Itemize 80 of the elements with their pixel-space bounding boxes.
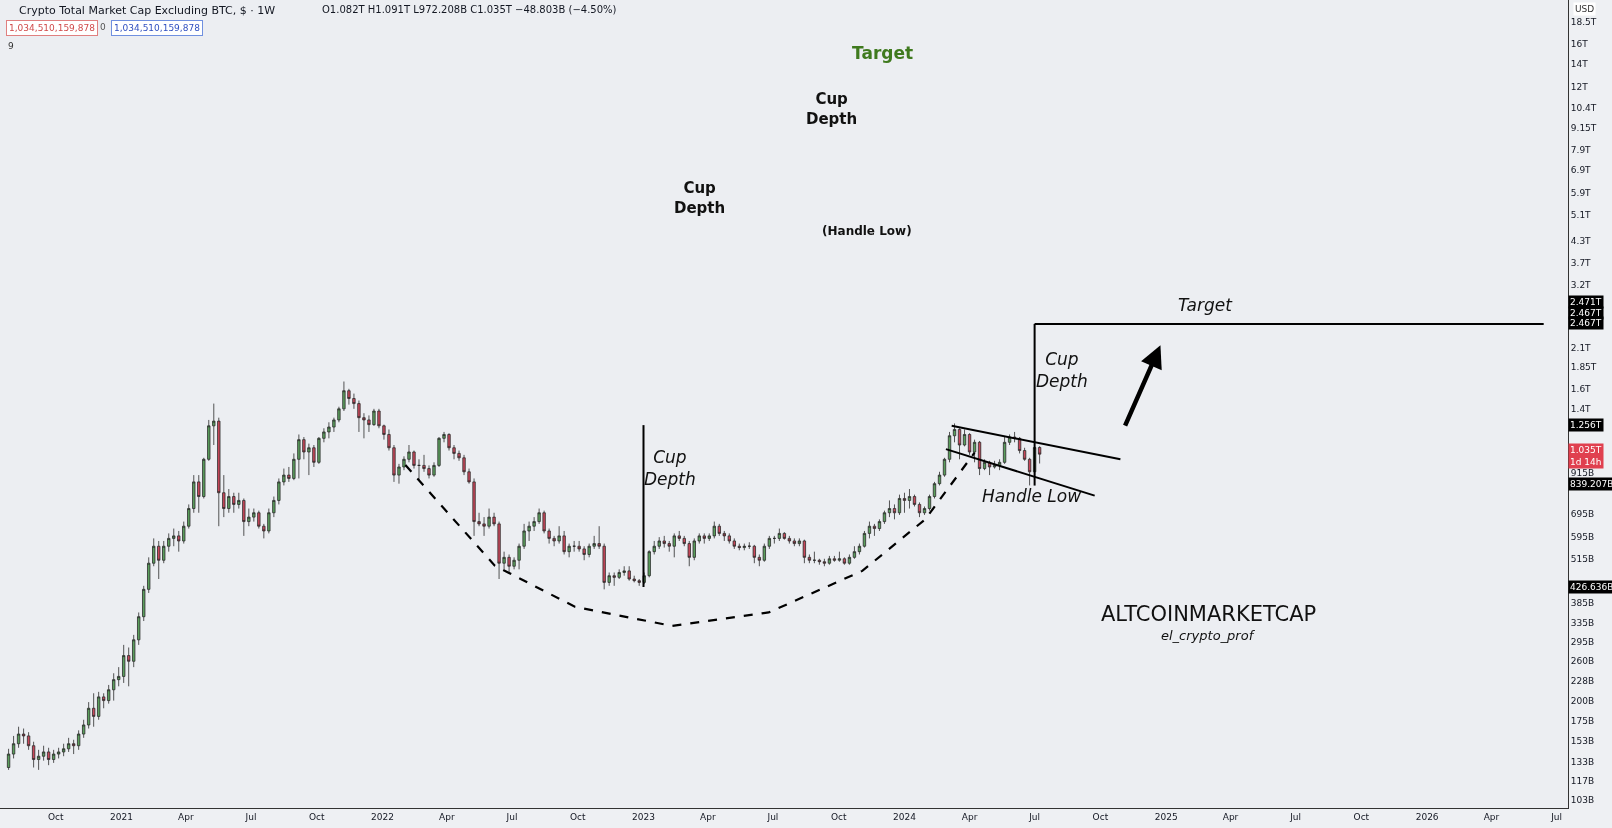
y-tick-label: 3.7T xyxy=(1570,258,1592,269)
x-tick-label: Oct xyxy=(830,811,847,822)
y-tick-label: 9.15T xyxy=(1570,122,1597,133)
y-tick-label: 335B xyxy=(1570,618,1595,629)
y-tick-label: 200B xyxy=(1570,695,1595,706)
x-tick-label: Jul xyxy=(1550,811,1562,822)
annotation: Handle Low xyxy=(982,486,1082,506)
annotation: Target xyxy=(852,43,914,63)
chart-title: Crypto Total Market Cap Excluding BTC, $ · 1W xyxy=(19,4,276,17)
text: 2.467T xyxy=(1570,308,1602,318)
y-tick-label: 5.1T xyxy=(1570,210,1592,221)
text: USD xyxy=(1575,4,1595,14)
y-tick-label: 915B xyxy=(1570,467,1595,478)
y-tick-label: 7.9T xyxy=(1570,144,1592,155)
x-tick-label: Oct xyxy=(308,811,325,822)
annotation: Cup Depth xyxy=(644,447,696,490)
x-tick-label: 2022 xyxy=(371,811,394,822)
y-tick-label: 175B xyxy=(1570,715,1595,726)
y-tick-label: 515B xyxy=(1570,553,1595,564)
x-tick-label: Apr xyxy=(439,811,455,822)
y-tick-label: 6.9T xyxy=(1570,164,1592,175)
text: 2.467T xyxy=(1570,318,1602,328)
annotation: 1,034,510,159,878 xyxy=(114,23,201,33)
text: 426.636B xyxy=(1570,582,1612,592)
y-tick-label: 10.4T xyxy=(1570,103,1597,114)
y-tick-label: 228B xyxy=(1570,676,1595,687)
y-tick-label: 1.85T xyxy=(1570,362,1597,373)
annotation: Target xyxy=(1178,295,1234,315)
x-tick-label: Jul xyxy=(505,811,518,822)
annotation: ALTCOINMARKETCAP xyxy=(1101,602,1317,626)
annotation: Cup Depth xyxy=(1036,349,1088,392)
x-tick-label: 2026 xyxy=(1415,811,1439,822)
x-tick-label: Apr xyxy=(700,811,716,822)
y-tick-label: 14T xyxy=(1570,58,1589,69)
x-tick-label: Apr xyxy=(961,811,978,822)
x-tick-label: Oct xyxy=(1353,811,1370,822)
y-tick-label: 153B xyxy=(1570,735,1595,746)
y-tick-label: 4.3T xyxy=(1570,235,1592,246)
y-tick-label: 16T xyxy=(1570,38,1589,49)
y-tick-label: 103B xyxy=(1570,795,1595,806)
x-tick-label: Apr xyxy=(1483,811,1500,822)
x-tick-label: 2024 xyxy=(893,811,917,822)
text: 2.471T xyxy=(1570,297,1602,307)
y-tick-label: 2.1T xyxy=(1570,343,1592,354)
annotation: 0 xyxy=(100,22,106,32)
x-tick-label: Apr xyxy=(1222,811,1239,822)
x-tick-label: Oct xyxy=(1092,811,1109,822)
y-tick-label: 295B xyxy=(1570,637,1595,648)
text: 1.035T 1d 14h xyxy=(1570,445,1602,467)
y-tick-label: 695B xyxy=(1570,508,1595,519)
annotation: 1,034,510,159,878 xyxy=(9,23,96,33)
text: 839.207B xyxy=(1570,479,1612,489)
x-tick-label: 2023 xyxy=(632,811,655,822)
y-tick-label: 18.5T xyxy=(1570,16,1597,27)
x-tick-label: 2021 xyxy=(110,811,133,822)
x-tick-label: Oct xyxy=(569,811,586,822)
annotation: el_crypto_prof xyxy=(1161,628,1256,643)
x-tick-label: Oct xyxy=(47,811,65,822)
x-tick-label: Apr xyxy=(178,811,194,822)
y-tick-label: 385B xyxy=(1570,597,1595,608)
text: 1.256T xyxy=(1570,420,1602,430)
y-tick-label: 12T xyxy=(1570,81,1589,92)
x-tick-label: 2025 xyxy=(1154,811,1178,822)
y-tick-label: 3.2T xyxy=(1570,280,1592,291)
annotation: Cup Depth xyxy=(674,179,726,217)
annotation: (Handle Low) xyxy=(822,224,912,238)
x-tick-label: Jul xyxy=(766,811,779,822)
y-tick-label: 1.4T xyxy=(1570,403,1592,414)
annotation: 9 xyxy=(8,41,14,51)
y-tick-label: 1.6T xyxy=(1570,383,1592,394)
annotation: Cup Depth xyxy=(806,90,858,128)
y-tick-label: 117B xyxy=(1570,776,1595,787)
y-tick-label: 5.9T xyxy=(1570,188,1592,199)
y-tick-label: 133B xyxy=(1570,756,1595,767)
y-tick-label: 260B xyxy=(1570,656,1595,667)
annotation: O1.082T H1.091T L972.208B C1.035T −48.803B (−4.50%) xyxy=(322,4,617,15)
y-tick-label: 595B xyxy=(1570,532,1595,543)
x-tick-label: Jul xyxy=(1028,811,1041,822)
x-tick-label: Jul xyxy=(1289,811,1302,822)
x-tick-label: Jul xyxy=(244,811,257,822)
